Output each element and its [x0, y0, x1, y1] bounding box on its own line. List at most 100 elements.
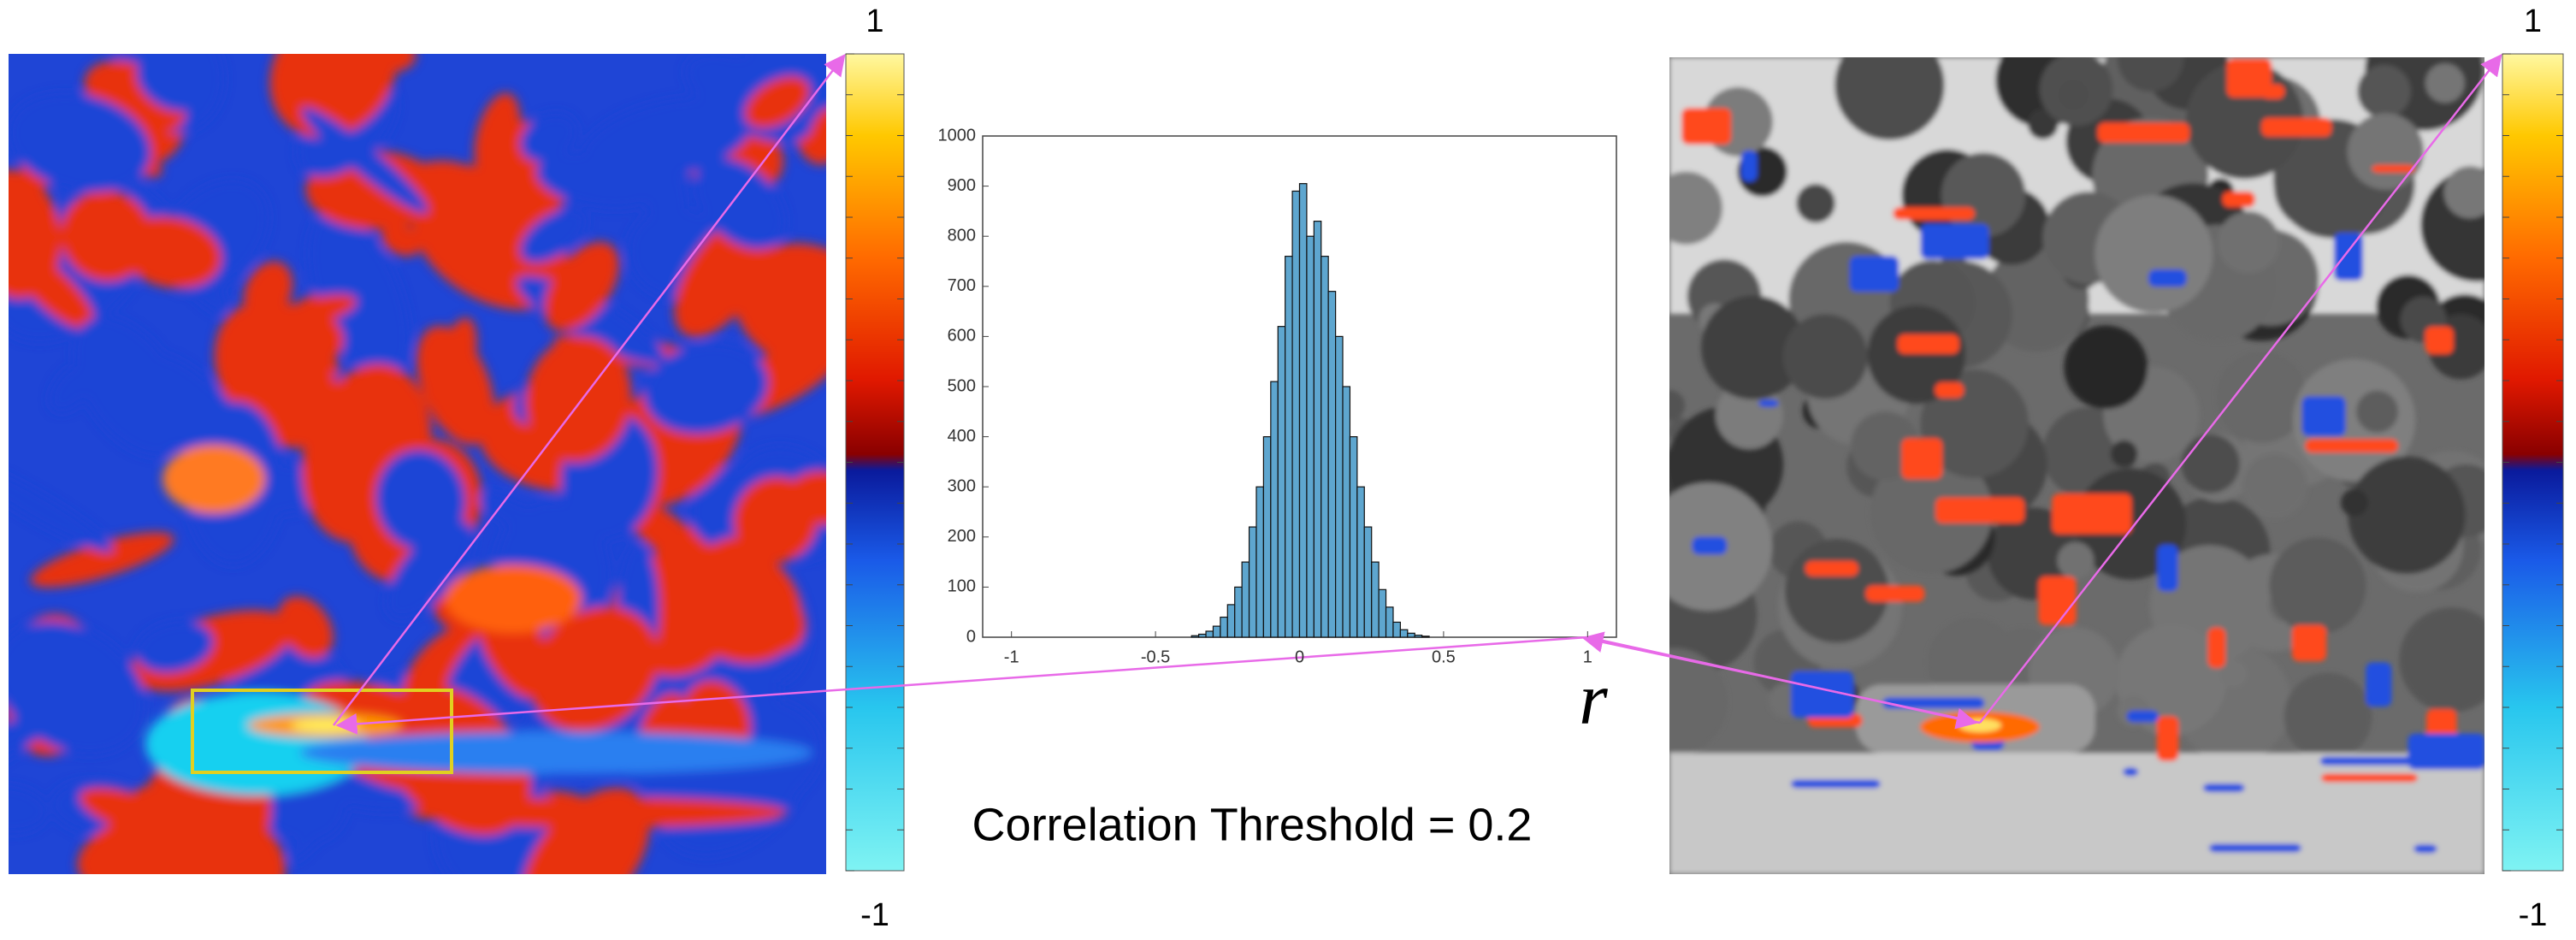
bar	[1399, 629, 1409, 638]
arrows	[333, 54, 2502, 735]
blob	[785, 470, 826, 525]
patch	[2202, 783, 2245, 793]
patch	[1935, 497, 2025, 523]
foliage	[2110, 440, 2138, 468]
foliage	[2269, 537, 2366, 635]
foliage	[2216, 351, 2308, 443]
bar	[1313, 221, 1322, 638]
blob	[136, 54, 211, 112]
bar	[1385, 606, 1394, 638]
x-tick-label: 0.5	[1432, 647, 1456, 666]
foliage	[2064, 325, 2148, 410]
foliage	[2347, 113, 2424, 190]
foliage	[1782, 314, 1868, 399]
blob	[529, 606, 659, 732]
blob	[9, 92, 151, 192]
y-tick-label: 1000	[938, 126, 977, 145]
bar	[1234, 586, 1243, 638]
foliage	[2242, 453, 2307, 519]
bar	[1277, 326, 1286, 638]
patch	[2301, 396, 2346, 436]
highlight-box	[191, 689, 453, 774]
blob	[474, 92, 520, 180]
x-axis-label: r	[1579, 658, 1608, 740]
foliage	[2443, 166, 2484, 219]
patch	[2305, 439, 2399, 453]
patch	[1791, 671, 1854, 718]
blob	[269, 54, 398, 139]
bar	[1220, 616, 1228, 638]
blob	[308, 211, 411, 381]
foliage	[1669, 171, 1723, 245]
bar	[1407, 632, 1415, 638]
patch	[1935, 382, 1964, 399]
bar	[1226, 604, 1236, 638]
x-tick-label: 1	[1583, 647, 1592, 666]
blob	[744, 76, 811, 129]
bar	[1306, 235, 1315, 638]
foliage	[2181, 435, 2240, 494]
foliage	[1867, 305, 1966, 404]
y-tick-label: 100	[948, 577, 976, 596]
foliage	[2340, 488, 2369, 517]
y-tick-label: 500	[948, 376, 976, 395]
blob	[694, 157, 786, 250]
road	[1669, 753, 2484, 874]
bar	[1212, 625, 1221, 638]
foliage	[1669, 647, 1728, 756]
blob	[417, 326, 495, 446]
foliage	[1669, 390, 1686, 421]
blob	[77, 803, 245, 874]
bar	[1378, 588, 1387, 638]
blob	[9, 460, 114, 553]
blob	[520, 113, 578, 163]
blob	[72, 316, 188, 457]
foliage	[1716, 381, 1784, 450]
bar	[1248, 526, 1257, 638]
patch	[2320, 773, 2418, 783]
foliage	[2348, 456, 2466, 574]
y-tick-label: 0	[966, 627, 976, 646]
foliage	[2399, 607, 2484, 712]
patch	[2226, 58, 2272, 98]
foliage	[2057, 541, 2094, 579]
patch	[1791, 779, 1881, 789]
colorbar	[845, 53, 905, 872]
patch	[1805, 560, 1858, 576]
colorbar-label: -1	[860, 897, 889, 933]
bar	[1262, 436, 1272, 638]
y-tick-label: 700	[948, 276, 976, 295]
x-tick-label: 0	[1295, 647, 1304, 666]
foliage	[2217, 211, 2280, 274]
foliage	[1870, 451, 1993, 574]
foliage	[2094, 194, 2213, 314]
y-tick-label: 600	[948, 327, 976, 346]
bar	[1256, 486, 1264, 638]
foliage	[2027, 109, 2059, 139]
y-tick-label: 400	[948, 427, 976, 446]
patch	[2319, 756, 2420, 766]
blob	[9, 692, 81, 787]
patch	[2414, 844, 2437, 854]
bar	[1371, 561, 1380, 638]
patch	[2126, 710, 2159, 723]
patch	[1849, 256, 1900, 293]
patch	[1758, 399, 1779, 407]
blob	[363, 54, 417, 73]
blob	[556, 528, 593, 584]
y-tick-label: 200	[948, 527, 976, 546]
patch	[1681, 108, 1732, 145]
blob	[243, 261, 293, 322]
patch	[2038, 576, 2077, 625]
patch	[2208, 843, 2301, 853]
patch	[1920, 223, 1989, 259]
correlation-map	[9, 54, 826, 874]
blob	[411, 797, 787, 828]
bar	[1392, 621, 1401, 638]
patch	[2334, 233, 2363, 281]
blob	[30, 532, 174, 588]
bar	[1291, 190, 1301, 638]
blob	[520, 208, 588, 263]
blob	[641, 145, 689, 244]
